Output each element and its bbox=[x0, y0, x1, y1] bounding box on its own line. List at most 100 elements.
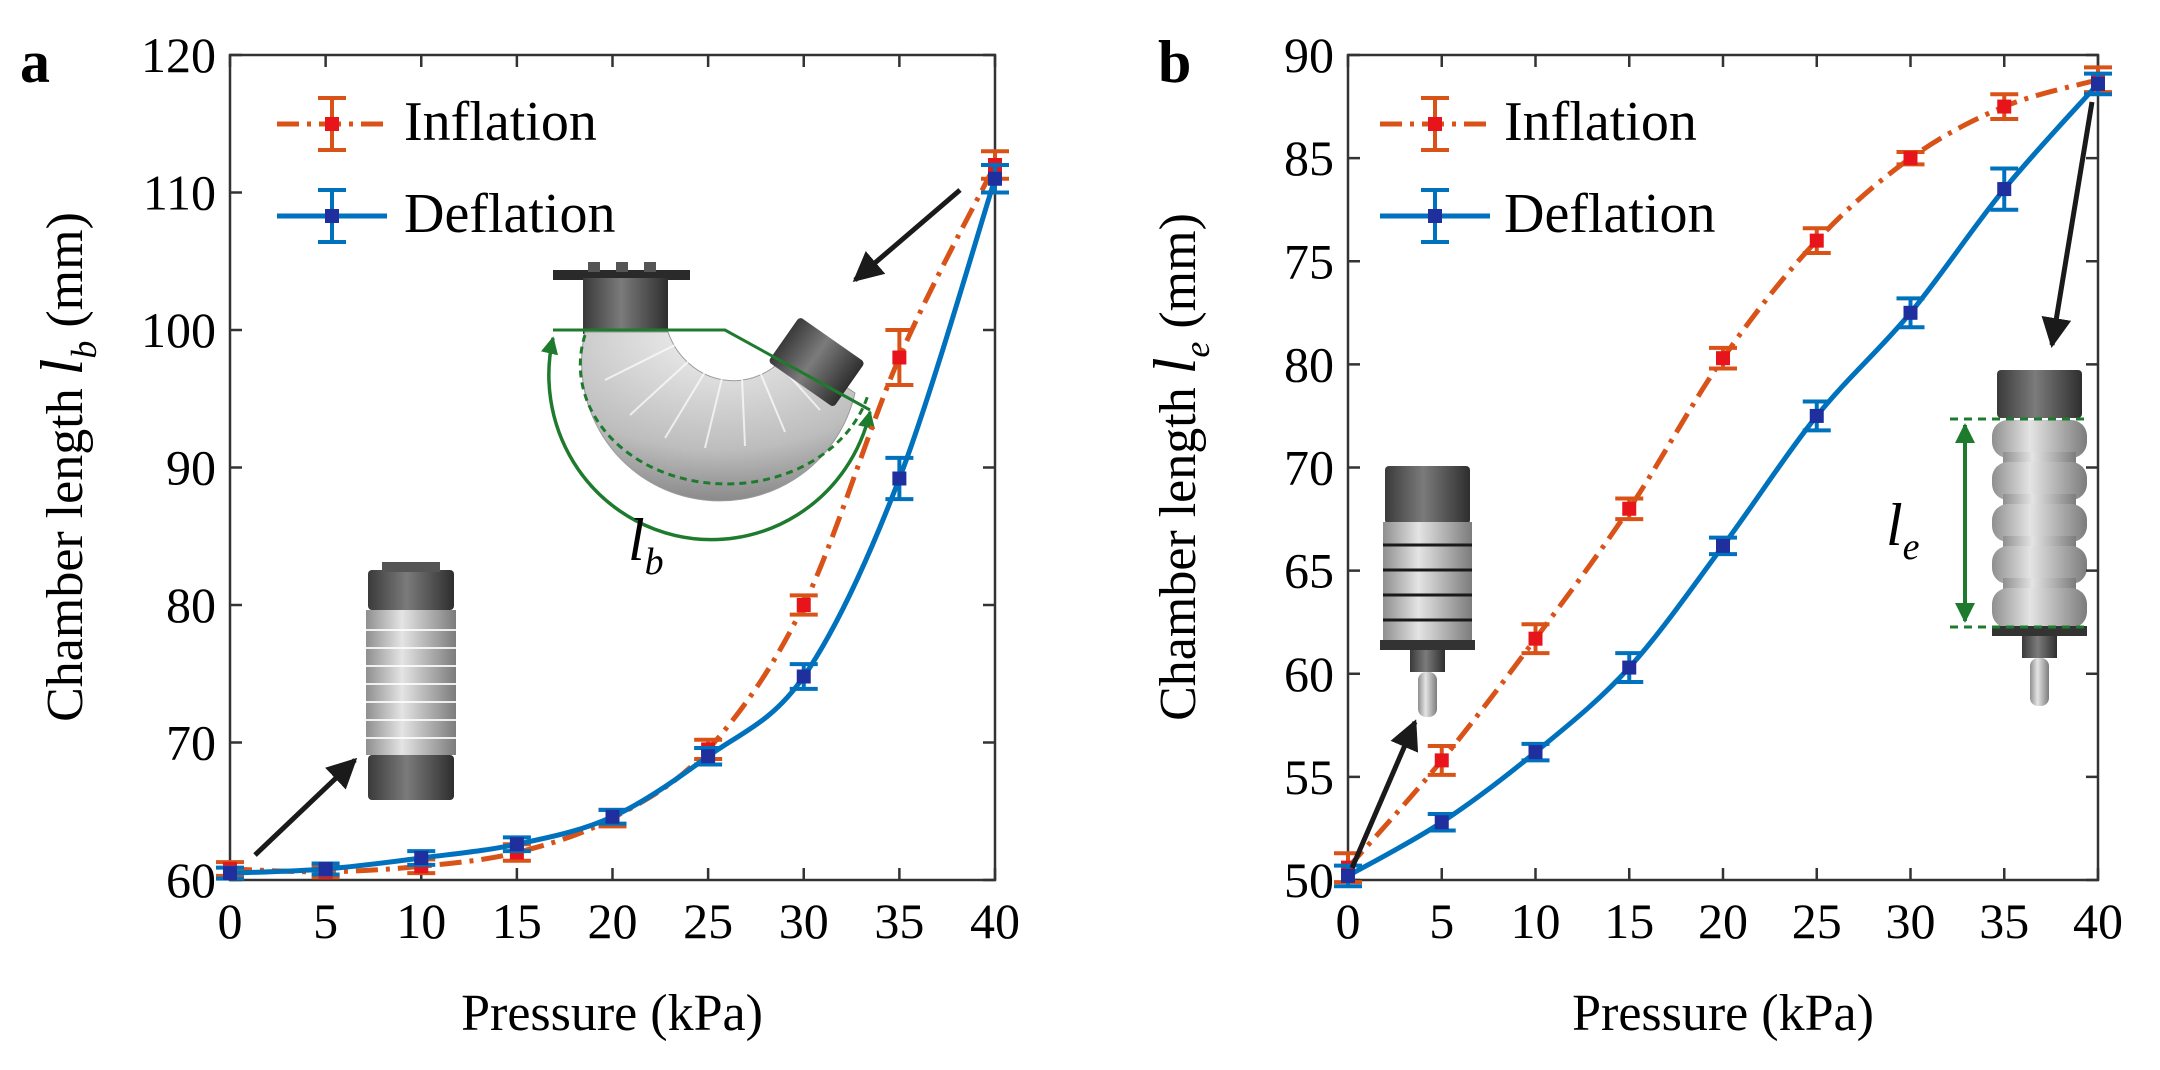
series-line-inflation bbox=[1346, 77, 2099, 870]
series-a bbox=[216, 149, 1009, 881]
data-point-deflation bbox=[1521, 741, 1550, 763]
data-point-deflation bbox=[1427, 812, 1456, 833]
data-marker bbox=[414, 851, 429, 865]
data-marker bbox=[1622, 660, 1637, 675]
ticks-b: 0 5 10 15 20 25 30 35 40 50 55 60 65 70 80 75 85 90 bbox=[1284, 27, 2123, 949]
data-point-inflation bbox=[1896, 149, 1925, 167]
data-point-deflation bbox=[311, 861, 340, 877]
data-marker bbox=[605, 809, 620, 824]
svg-text:Inflation: Inflation bbox=[1504, 91, 1697, 153]
data-point-deflation bbox=[1990, 166, 2019, 212]
data-point-deflation bbox=[1896, 296, 1925, 330]
x-tick-label: 5 bbox=[313, 893, 338, 949]
axes-box-a bbox=[228, 53, 997, 882]
data-point-deflation bbox=[1615, 651, 1644, 684]
series-line-inflation bbox=[229, 163, 998, 875]
x-tick-label: 35 bbox=[1979, 893, 2029, 949]
arrow-to-extended-photo bbox=[2041, 101, 2095, 348]
bend-length-label: lb bbox=[628, 507, 664, 583]
data-point-inflation bbox=[1521, 622, 1550, 656]
data-marker bbox=[988, 171, 1002, 186]
y-tick-label: 55 bbox=[1284, 749, 1334, 805]
x-tick-label: 35 bbox=[874, 893, 924, 949]
y-axis-label-a: Chamber length lb (mm) bbox=[29, 212, 104, 722]
y-tick-label: 70 bbox=[1284, 440, 1334, 496]
data-point-deflation bbox=[1709, 535, 1737, 557]
svg-text:Inflation: Inflation bbox=[404, 91, 597, 153]
y-tick-label: 100 bbox=[141, 302, 216, 358]
x-tick-label: 25 bbox=[1792, 893, 1842, 949]
x-tick-label: 40 bbox=[2073, 893, 2123, 949]
data-point-inflation bbox=[1427, 743, 1456, 777]
y-tick-label: 60 bbox=[166, 852, 216, 908]
legend-a: Inflation Deflation bbox=[277, 91, 615, 245]
data-marker bbox=[1903, 305, 1918, 320]
x-tick-label: 40 bbox=[970, 893, 1020, 949]
legend-a-deflation: Deflation bbox=[277, 183, 615, 245]
data-point-deflation bbox=[981, 163, 1009, 195]
data-point-inflation bbox=[885, 328, 914, 387]
data-marker bbox=[509, 837, 524, 852]
legend-b-inflation: Inflation bbox=[1380, 91, 1697, 153]
data-point-deflation bbox=[694, 746, 723, 767]
data-marker bbox=[1809, 408, 1824, 423]
data-marker bbox=[1622, 501, 1637, 516]
series-b bbox=[1334, 65, 2112, 889]
straight-chamber-photo bbox=[366, 562, 456, 800]
data-marker bbox=[1809, 233, 1824, 248]
data-point-deflation bbox=[789, 662, 818, 691]
compressed-chamber-photo bbox=[1380, 466, 1475, 717]
data-marker bbox=[892, 471, 907, 486]
data-marker bbox=[796, 598, 811, 612]
x-tick-label: 10 bbox=[396, 893, 446, 949]
x-tick-label: 25 bbox=[683, 893, 733, 949]
y-tick-label: 80 bbox=[166, 577, 216, 633]
data-point-deflation bbox=[502, 835, 531, 854]
data-point-deflation bbox=[1802, 399, 1831, 433]
extended-chamber-photo: le bbox=[1886, 370, 2088, 706]
svg-text:Deflation: Deflation bbox=[404, 183, 615, 245]
data-point-inflation bbox=[1615, 496, 1644, 522]
y-tick-label: 75 bbox=[1284, 233, 1334, 289]
data-marker bbox=[1341, 868, 1355, 883]
y-tick-label: 80 bbox=[1284, 336, 1334, 392]
y-tick-label: 65 bbox=[1284, 543, 1334, 599]
x-axis-label-a: Pressure (kPa) bbox=[461, 985, 763, 1042]
data-point-deflation bbox=[598, 807, 627, 826]
data-marker bbox=[1903, 151, 1918, 166]
data-point-inflation bbox=[1990, 92, 2019, 121]
data-point-inflation bbox=[1802, 226, 1831, 255]
y-tick-label: 110 bbox=[143, 165, 216, 221]
x-tick-label: 5 bbox=[1429, 893, 1454, 949]
data-marker bbox=[892, 350, 907, 365]
data-point-inflation bbox=[1709, 345, 1737, 371]
svg-text:Deflation: Deflation bbox=[1504, 183, 1715, 245]
extension-length-label: le bbox=[1886, 492, 1920, 568]
x-tick-label: 15 bbox=[492, 893, 542, 949]
legend-a-inflation: Inflation bbox=[277, 91, 597, 153]
data-marker bbox=[1997, 99, 2012, 114]
data-point-deflation bbox=[2084, 71, 2112, 97]
data-point-deflation bbox=[216, 865, 244, 881]
data-marker bbox=[1434, 815, 1449, 830]
arrow-to-straight-photo bbox=[253, 757, 358, 857]
bent-chamber-photo: lb bbox=[540, 262, 876, 583]
data-marker bbox=[318, 862, 333, 876]
legend-b-deflation: Deflation bbox=[1380, 183, 1715, 245]
x-tick-label: 10 bbox=[1511, 893, 1561, 949]
data-point-deflation bbox=[407, 849, 436, 867]
data-marker bbox=[1716, 538, 1730, 553]
x-tick-label: 20 bbox=[588, 893, 638, 949]
y-tick-label: 60 bbox=[1284, 646, 1334, 702]
data-marker bbox=[1716, 351, 1730, 366]
y-tick-label: 70 bbox=[166, 715, 216, 771]
data-marker bbox=[796, 669, 811, 684]
legend-b: Inflation Deflation bbox=[1380, 91, 1715, 245]
y-tick-label: 90 bbox=[166, 440, 216, 496]
y-tick-label: 120 bbox=[141, 27, 216, 83]
panel-a: a bbox=[20, 27, 1020, 1042]
y-axis-label-b: Chamber length le (mm) bbox=[1142, 213, 1217, 721]
data-point-inflation bbox=[789, 593, 818, 617]
arrow-to-bent-photo bbox=[852, 188, 962, 282]
